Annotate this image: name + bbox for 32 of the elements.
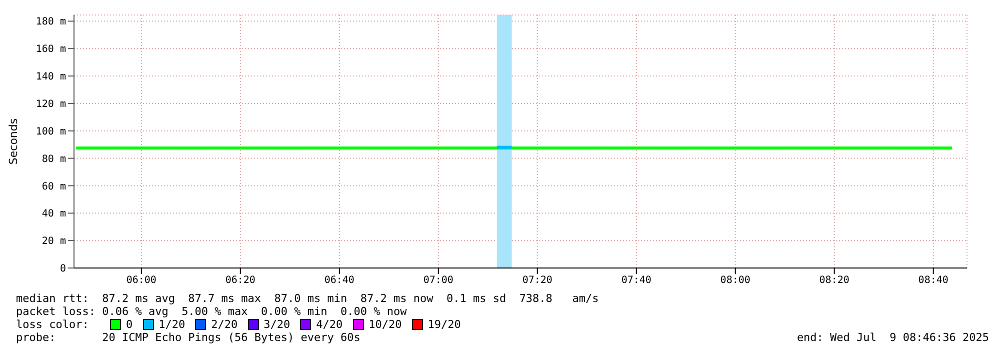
text: median rtt: 87.2 ms avg 87.7 ms max 87.0 ms min 87.2 ms now 0.1 ms sd 738.8 am/s [16,292,600,305]
text: end: Wed Jul 9 08:46:36 2025 [796,331,989,344]
y-tick-label: 0 [60,264,66,275]
y-axis-title: Seconds [6,118,20,165]
x-tick-label: 07:20 [522,275,552,286]
legend-title: loss color: [16,318,90,331]
y-tick-label: 80 m [42,154,66,165]
legend-label: 1/20 [158,318,186,331]
legend-label: 2/20 [210,318,238,331]
legend-label: 19/20 [426,318,461,331]
x-tick-label: 06:00 [126,275,156,286]
y-tick-label: 180 m [36,16,66,28]
legend-label: 10/20 [368,318,402,331]
y-tick-label: 140 m [36,72,66,83]
y-tick-label: 60 m [42,181,66,192]
legend-label: 3/20 [262,318,290,331]
x-tick-label: 08:40 [918,275,948,286]
x-tick-label: 08:00 [720,275,750,286]
y-tick-label: 120 m [36,98,66,110]
x-tick-label: 06:40 [324,275,354,286]
x-tick-label: 08:20 [819,275,850,286]
y-tick-label: 40 m [42,208,66,220]
x-tick-label: 06:20 [225,275,256,286]
legend-label: 0 [125,318,133,331]
y-tick-label: 100 m [36,126,66,138]
x-tick-label: 07:40 [621,275,652,286]
text: probe: 20 ICMP Echo Pings (56 Bytes) every 60s [16,331,360,344]
y-tick-label: 160 m [36,44,66,56]
legend-label: 4/20 [315,318,343,331]
y-tick-label: 20 m [42,236,66,248]
text: packet loss: 0.06 % avg 5.00 % max 0.00 % min 0.00 % now [16,305,408,318]
x-tick-label: 07:00 [423,275,454,286]
